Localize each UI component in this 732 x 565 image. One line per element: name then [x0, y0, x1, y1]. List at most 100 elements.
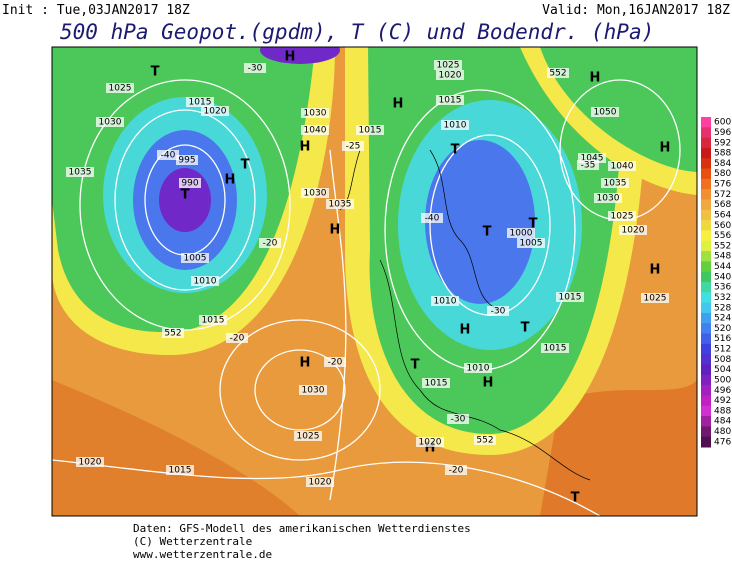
- contour-label: 1025: [644, 294, 667, 304]
- colorbar-label: 560: [714, 221, 731, 231]
- footer-copyright: (C) Wetterzentrale: [133, 535, 252, 548]
- pressure-center: T: [571, 491, 580, 506]
- contour-label: 1035: [604, 179, 627, 189]
- colorbar-swatch: [701, 405, 711, 417]
- colorbar-swatch: [701, 395, 711, 407]
- map-label-box: [547, 68, 569, 78]
- contour-label: 1025: [437, 61, 460, 71]
- pressure-center: H: [660, 141, 671, 156]
- colorbar-label: 500: [714, 375, 731, 385]
- contour-label: 1025: [109, 84, 132, 94]
- map-label-box: [306, 477, 334, 487]
- colorbar-swatch: [701, 282, 711, 293]
- contour-label: 1020: [622, 226, 645, 236]
- contour-label: 1030: [597, 194, 620, 204]
- pressure-center: T: [241, 158, 250, 173]
- contour-label: 1015: [359, 126, 382, 136]
- contour-label: 1035: [69, 168, 92, 178]
- map-label-box: [434, 60, 462, 70]
- contour-label: 1020: [419, 438, 442, 448]
- map-label-box: [507, 228, 535, 238]
- contour-label: 552: [476, 436, 493, 446]
- colorbar-label: 536: [714, 283, 731, 293]
- map-label-box: [179, 178, 201, 188]
- colorbar-label: 480: [714, 427, 731, 437]
- contour-label: 1010: [467, 364, 490, 374]
- colorbar-swatch: [701, 385, 711, 396]
- colorbar-label: 540: [714, 272, 731, 282]
- colorbar-swatch: [701, 117, 711, 128]
- pressure-center: H: [300, 356, 311, 371]
- map-label-box: [556, 292, 584, 302]
- colorbar-label: 476: [714, 437, 731, 447]
- contour-label: 1015: [544, 344, 567, 354]
- colorbar-swatch: [701, 416, 711, 427]
- map-label-box: [259, 238, 281, 248]
- colorbar-swatch: [701, 343, 711, 355]
- map-label-box: [608, 211, 636, 221]
- contour-label: -40: [161, 151, 176, 161]
- contour-label: -20: [328, 358, 343, 368]
- map-label-box: [577, 160, 599, 170]
- map-label-box: [166, 465, 194, 475]
- colorbar-swatch: [701, 220, 711, 231]
- map-label-box: [96, 117, 124, 127]
- pressure-center: T: [483, 225, 492, 240]
- footer-url: www.wetterzentrale.de: [133, 548, 272, 561]
- pressure-center: T: [529, 217, 538, 232]
- contour-label: 1015: [439, 96, 462, 106]
- colorbar-swatch: [701, 333, 711, 345]
- map-label-box: [421, 213, 443, 223]
- map-label-box: [342, 141, 364, 151]
- colorbar-swatch: [701, 147, 711, 159]
- contour-label: -30: [451, 415, 466, 425]
- colorbar-swatch: [701, 158, 711, 170]
- map-label-box: [324, 357, 346, 367]
- colorbar-label: 504: [714, 365, 731, 375]
- pressure-center: H: [590, 71, 601, 86]
- contour-label: 1010: [444, 121, 467, 131]
- colorbar-label: 508: [714, 355, 731, 365]
- map-label-box: [356, 125, 384, 135]
- contour-label: -30: [248, 64, 263, 74]
- colorbar-label: 484: [714, 417, 731, 427]
- contour-label: 1040: [611, 162, 634, 172]
- map-label-box: [474, 435, 496, 445]
- pressure-center: H: [483, 376, 494, 391]
- colorbar-label: 544: [714, 262, 731, 272]
- contour-label: -40: [425, 214, 440, 224]
- colorbar-swatch: [701, 178, 711, 190]
- map-label-box: [608, 161, 636, 171]
- map-label-box: [416, 437, 444, 447]
- colorbar-label: 528: [714, 303, 731, 313]
- colorbar-swatch: [701, 199, 711, 211]
- pressure-center: H: [393, 97, 404, 112]
- colorbar-label: 588: [714, 149, 731, 159]
- contour-label: 1020: [309, 478, 332, 488]
- colorbar-swatch: [701, 168, 711, 180]
- contour-label: -35: [581, 161, 596, 171]
- map-area: [52, 47, 697, 516]
- pressure-center: H: [650, 263, 661, 278]
- map-label-box: [191, 276, 219, 286]
- pressure-center: T: [451, 143, 460, 158]
- colorbar-label: 512: [714, 345, 731, 355]
- map-label-box: [464, 363, 492, 373]
- contour-label: 1015: [169, 466, 192, 476]
- contour-label: -20: [230, 334, 245, 344]
- contour-label: -30: [491, 307, 506, 317]
- map-label-box: [106, 83, 134, 93]
- contour-label: 1020: [439, 71, 462, 81]
- pressure-center: H: [425, 441, 436, 456]
- colorbar-swatch: [701, 127, 711, 139]
- contour-label: 1005: [520, 239, 543, 249]
- map-label-box: [181, 253, 209, 263]
- pressure-center: T: [151, 65, 160, 80]
- colorbar-swatch: [701, 209, 711, 221]
- contour-label: 1020: [204, 107, 227, 117]
- map-label-box: [66, 167, 94, 177]
- pressure-center: T: [181, 188, 190, 203]
- contour-label: 1000: [510, 229, 533, 239]
- colorbar-label: 520: [714, 324, 731, 334]
